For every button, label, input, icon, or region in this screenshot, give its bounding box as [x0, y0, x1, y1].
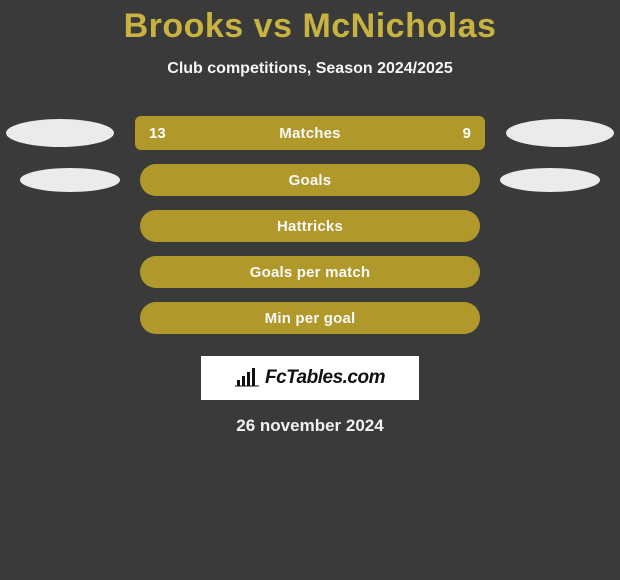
logo-text: FcTables.com [265, 367, 385, 389]
stat-row-matches: 13 Matches 9 [0, 116, 620, 150]
vs-text: vs [254, 7, 293, 45]
comparison-card: Brooks vs McNicholas Club competitions, … [0, 0, 620, 436]
stat-rows: 13 Matches 9 Goals Hattricks [0, 116, 620, 334]
logo-box: FcTables.com [201, 356, 419, 400]
stat-label: Matches [279, 125, 340, 142]
barchart-icon [235, 368, 259, 388]
avatar-ellipse-left [20, 168, 120, 192]
stat-label: Hattricks [277, 218, 343, 235]
player2-name: McNicholas [302, 7, 496, 45]
stat-value-left: 13 [149, 125, 166, 142]
avatar-ellipse-right [500, 168, 600, 192]
stat-row-hattricks: Hattricks [0, 210, 620, 242]
stat-row-min-per-goal: Min per goal [0, 302, 620, 334]
stat-pill: Goals [140, 164, 480, 196]
subtitle: Club competitions, Season 2024/2025 [0, 60, 620, 78]
stat-label: Min per goal [265, 310, 356, 327]
avatar-ellipse-right [506, 119, 614, 147]
stat-label: Goals [289, 172, 332, 189]
date-text: 26 november 2024 [0, 416, 620, 436]
stat-value-right: 9 [463, 125, 471, 142]
stat-row-goals: Goals [0, 164, 620, 196]
avatar-ellipse-left [6, 119, 114, 147]
page-title: Brooks vs McNicholas [0, 7, 620, 46]
stat-pill: Hattricks [140, 210, 480, 242]
fctables-logo: FcTables.com [235, 367, 385, 389]
stat-label: Goals per match [250, 264, 371, 281]
stat-pill: Min per goal [140, 302, 480, 334]
stat-row-goals-per-match: Goals per match [0, 256, 620, 288]
stat-pill: 13 Matches 9 [135, 116, 485, 150]
player1-name: Brooks [124, 7, 244, 45]
stat-pill: Goals per match [140, 256, 480, 288]
